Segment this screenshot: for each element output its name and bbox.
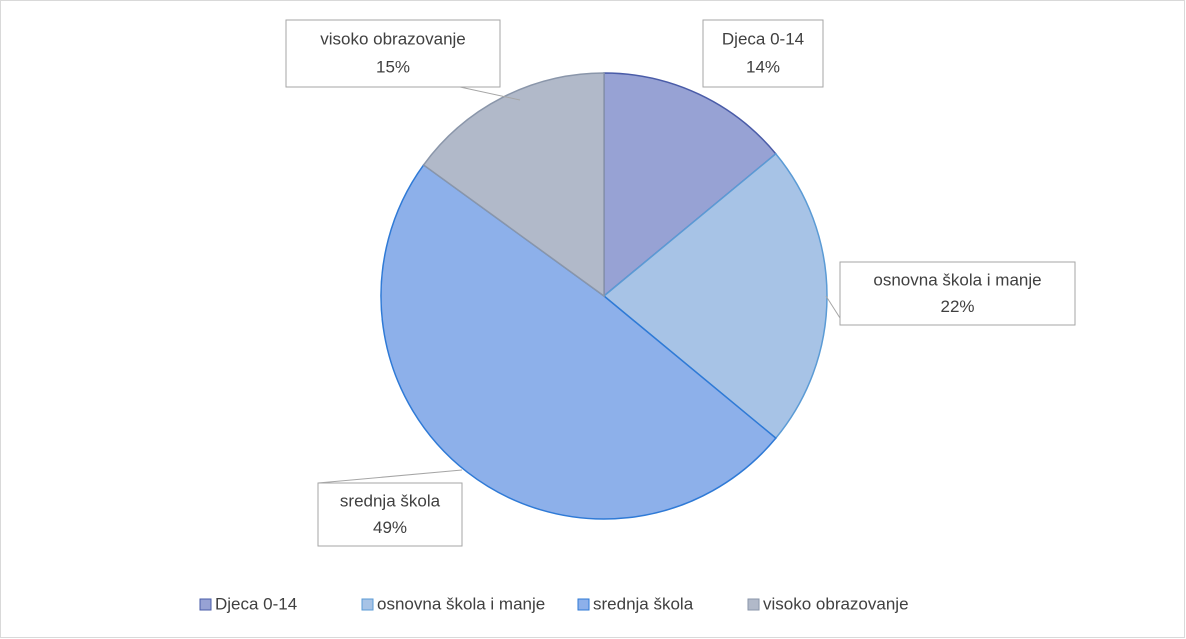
- pie-slice: [380, 163, 777, 520]
- leader-line: [825, 295, 841, 319]
- data-label-value: 14%: [746, 58, 780, 77]
- pie-slice: [422, 72, 605, 298]
- legend-label: srednja škola: [593, 594, 694, 613]
- data-label-value: 49%: [373, 518, 407, 537]
- legend-label: visoko obrazovanje: [763, 594, 909, 613]
- data-label-value: 15%: [376, 58, 410, 77]
- legend-swatch: [747, 598, 760, 611]
- data-label-box: [839, 261, 1076, 326]
- data-label-category: osnovna škola i manje: [873, 270, 1041, 289]
- legend-label: Djeca 0-14: [215, 594, 297, 613]
- data-label-value: 22%: [940, 297, 974, 316]
- legend-swatch: [199, 598, 212, 611]
- pie: [380, 72, 828, 520]
- data-label-box: [317, 482, 463, 547]
- legend-swatch: [361, 598, 374, 611]
- pie-slice: [602, 152, 828, 440]
- legend-label: osnovna škola i manje: [377, 594, 545, 613]
- data-label-category: Djeca 0-14: [722, 30, 804, 49]
- data-label-category: srednja škola: [340, 491, 441, 510]
- data-label-box: [285, 19, 501, 88]
- data-labels: Djeca 0-14 14% osnovna škola i manje 22% sre…: [285, 19, 1076, 547]
- leader-line: [459, 86, 521, 101]
- pie-slice: [603, 72, 777, 298]
- leader-line: [317, 469, 463, 484]
- legend-swatch: [577, 598, 590, 611]
- data-label-category: visoko obrazovanje: [320, 30, 466, 49]
- data-label-box: [702, 19, 824, 88]
- legend: Djeca 0-14 osnovna škola i manje srednja š…: [199, 594, 909, 613]
